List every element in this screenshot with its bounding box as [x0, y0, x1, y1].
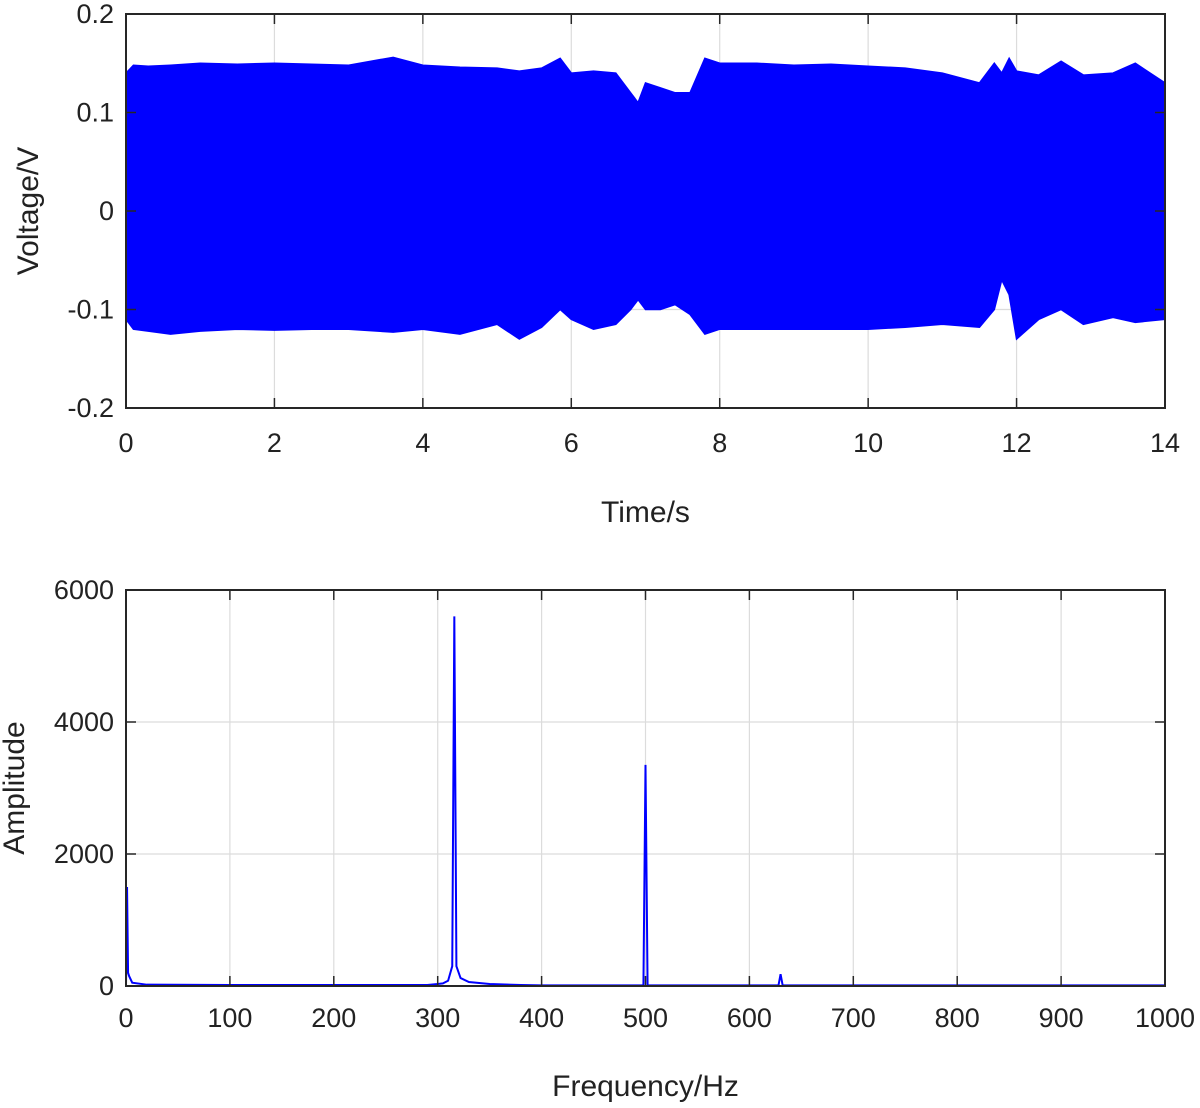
time-x-tick-label: 8 — [712, 428, 727, 458]
freq-y-tick-label: 2000 — [54, 839, 114, 869]
time-y-tick-label: -0.1 — [67, 295, 114, 325]
freq-x-tick-label: 900 — [1039, 1003, 1084, 1033]
time-domain-chart: 0 2 4 6 8 10 12 14 -0.2 -0.1 0 0.1 0.2 Time/s Voltage/… — [12, 0, 1180, 529]
freq-x-tick-label: 300 — [415, 1003, 460, 1033]
voltage-signal-envelope — [125, 56, 1166, 341]
frequency-spectrum-chart: 0 100 200 300 400 500 600 700 800 900 1000 0 2000 400… — [0, 575, 1195, 1103]
time-y-tick-label: 0.1 — [76, 98, 114, 128]
freq-x-tick-label: 100 — [207, 1003, 252, 1033]
freq-x-tick-label: 400 — [519, 1003, 564, 1033]
freq-y-tick-label: 0 — [99, 971, 114, 1001]
freq-x-tick-label: 500 — [623, 1003, 668, 1033]
freq-x-tick-label: 800 — [935, 1003, 980, 1033]
time-x-tick-label: 6 — [564, 428, 579, 458]
time-x-tick-label: 10 — [853, 428, 883, 458]
time-x-tick-label: 12 — [1002, 428, 1032, 458]
freq-y-tick-label: 4000 — [54, 707, 114, 737]
freq-x-tick-label: 1000 — [1135, 1003, 1195, 1033]
time-x-tick-label: 14 — [1150, 428, 1180, 458]
time-x-tick-label: 0 — [118, 428, 133, 458]
time-x-axis-label: Time/s — [601, 496, 690, 529]
time-y-axis-label: Voltage/V — [12, 147, 45, 275]
freq-x-tick-label: 700 — [831, 1003, 876, 1033]
amplitude-spectrum-line — [125, 616, 1165, 987]
time-y-tick-label: 0.2 — [76, 0, 114, 29]
time-y-tick-label: 0 — [99, 196, 114, 226]
freq-x-tick-label: 200 — [311, 1003, 356, 1033]
freq-x-tick-label: 0 — [118, 1003, 133, 1033]
time-y-tick-label: -0.2 — [67, 393, 114, 423]
time-x-tick-label: 2 — [267, 428, 282, 458]
freq-y-tick-label: 6000 — [54, 575, 114, 605]
freq-y-axis-label: Amplitude — [0, 721, 31, 854]
time-x-tick-label: 4 — [415, 428, 430, 458]
freq-x-tick-label: 600 — [727, 1003, 772, 1033]
freq-x-axis-label: Frequency/Hz — [552, 1070, 739, 1103]
